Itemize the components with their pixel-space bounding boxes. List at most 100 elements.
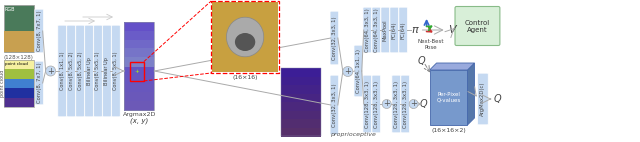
Bar bbox=[124, 40, 154, 49]
Bar bbox=[124, 31, 154, 40]
Text: Conv(8, 5x5, 1): Conv(8, 5x5, 1) bbox=[95, 52, 100, 90]
Bar bbox=[281, 68, 321, 136]
Bar bbox=[124, 92, 154, 102]
Text: Conv(8, 5x5, 2): Conv(8, 5x5, 2) bbox=[77, 52, 83, 90]
Text: Conv(128, 3x3, 1): Conv(128, 3x3, 1) bbox=[365, 80, 370, 128]
Bar bbox=[131, 62, 144, 81]
FancyBboxPatch shape bbox=[330, 75, 339, 135]
Bar bbox=[281, 68, 321, 77]
FancyBboxPatch shape bbox=[363, 7, 372, 53]
Bar bbox=[4, 88, 34, 98]
Bar bbox=[281, 102, 321, 111]
Text: Conv(64, 3x3, 1): Conv(64, 3x3, 1) bbox=[365, 8, 370, 52]
Bar bbox=[124, 22, 154, 31]
Text: (x, y): (x, y) bbox=[131, 118, 148, 125]
Bar bbox=[124, 22, 154, 31]
Text: V: V bbox=[449, 25, 456, 35]
FancyBboxPatch shape bbox=[35, 9, 44, 53]
Text: point cloud: point cloud bbox=[4, 62, 28, 66]
Bar bbox=[429, 70, 467, 125]
FancyBboxPatch shape bbox=[93, 25, 102, 117]
Bar bbox=[124, 57, 154, 66]
Text: (128×128): (128×128) bbox=[4, 55, 34, 60]
Bar bbox=[4, 60, 34, 69]
Text: Conv(64, 1x1, 1): Conv(64, 1x1, 1) bbox=[356, 49, 361, 93]
Text: Q: Q bbox=[420, 99, 428, 109]
FancyBboxPatch shape bbox=[102, 25, 111, 117]
Text: +: + bbox=[47, 66, 54, 76]
Text: +: + bbox=[410, 100, 417, 108]
FancyBboxPatch shape bbox=[67, 25, 76, 117]
Bar bbox=[124, 84, 154, 93]
Text: +: + bbox=[135, 69, 140, 74]
Bar bbox=[4, 98, 34, 107]
Text: Bilinear Up: Bilinear Up bbox=[104, 57, 109, 85]
FancyBboxPatch shape bbox=[372, 75, 381, 133]
Text: Q: Q bbox=[418, 56, 426, 66]
Bar bbox=[281, 85, 321, 94]
Bar bbox=[281, 119, 321, 128]
Text: MaxPool: MaxPool bbox=[383, 19, 388, 41]
Text: +: + bbox=[344, 67, 351, 76]
Bar bbox=[4, 69, 34, 79]
Bar bbox=[4, 60, 34, 107]
Text: Conv(128, 3x3, 1): Conv(128, 3x3, 1) bbox=[374, 80, 379, 128]
Bar bbox=[124, 48, 154, 58]
Bar bbox=[124, 101, 154, 110]
Ellipse shape bbox=[227, 17, 264, 57]
Text: Control
Agent: Control Agent bbox=[465, 19, 490, 33]
Text: π: π bbox=[412, 25, 418, 35]
Bar bbox=[124, 31, 154, 40]
Bar bbox=[124, 75, 154, 84]
Text: point cloud: point cloud bbox=[0, 70, 5, 97]
Circle shape bbox=[45, 66, 56, 76]
Bar bbox=[281, 110, 321, 120]
Bar bbox=[212, 2, 278, 72]
Bar bbox=[124, 66, 154, 75]
Bar bbox=[211, 1, 279, 73]
Text: Conv(8, 7x7, 1): Conv(8, 7x7, 1) bbox=[36, 63, 42, 103]
Text: Next-Best
Pose: Next-Best Pose bbox=[417, 39, 444, 50]
Text: (16×16×2): (16×16×2) bbox=[431, 128, 466, 133]
Text: Conv(128, 3x3, 1): Conv(128, 3x3, 1) bbox=[403, 80, 408, 128]
FancyBboxPatch shape bbox=[477, 73, 488, 125]
Text: FC(64): FC(64) bbox=[392, 21, 397, 39]
Bar bbox=[124, 48, 154, 58]
Polygon shape bbox=[467, 63, 474, 125]
Text: proprioceptive: proprioceptive bbox=[330, 132, 376, 137]
Text: Conv(32, 3x3, 1): Conv(32, 3x3, 1) bbox=[332, 16, 337, 60]
FancyBboxPatch shape bbox=[35, 61, 44, 105]
Circle shape bbox=[382, 100, 391, 108]
FancyBboxPatch shape bbox=[58, 25, 67, 117]
FancyBboxPatch shape bbox=[363, 75, 372, 133]
Bar bbox=[281, 93, 321, 103]
FancyBboxPatch shape bbox=[76, 25, 84, 117]
Text: Conv(8, 1x1, 1): Conv(8, 1x1, 1) bbox=[60, 52, 65, 90]
FancyBboxPatch shape bbox=[392, 75, 401, 133]
Ellipse shape bbox=[235, 33, 255, 51]
Bar bbox=[124, 57, 154, 66]
Text: Conv(128, 3x3, 1): Conv(128, 3x3, 1) bbox=[394, 80, 399, 128]
FancyBboxPatch shape bbox=[330, 11, 339, 65]
Text: Argmax2D: Argmax2D bbox=[123, 112, 156, 117]
Circle shape bbox=[343, 66, 353, 77]
Text: FC(64): FC(64) bbox=[401, 21, 406, 39]
Text: (16×16): (16×16) bbox=[232, 75, 258, 80]
Bar bbox=[281, 128, 321, 136]
Bar bbox=[124, 40, 154, 49]
Text: Per-Pixel
Q-values: Per-Pixel Q-values bbox=[436, 92, 461, 103]
FancyBboxPatch shape bbox=[390, 7, 399, 53]
FancyBboxPatch shape bbox=[372, 7, 381, 53]
Text: Conv(32, 3x3, 1): Conv(32, 3x3, 1) bbox=[332, 83, 337, 127]
FancyBboxPatch shape bbox=[354, 45, 363, 97]
Text: Q: Q bbox=[493, 94, 501, 104]
Text: Conv(8, 5x5, 1): Conv(8, 5x5, 1) bbox=[113, 52, 118, 90]
Text: RGB: RGB bbox=[4, 7, 15, 12]
Text: Conv(64, 3x3, 1): Conv(64, 3x3, 1) bbox=[374, 8, 379, 52]
Bar bbox=[4, 31, 34, 52]
Bar bbox=[4, 5, 34, 52]
FancyBboxPatch shape bbox=[381, 7, 390, 53]
Bar bbox=[281, 77, 321, 85]
Text: Conv(8, 5x5, 2): Conv(8, 5x5, 2) bbox=[68, 52, 74, 90]
FancyBboxPatch shape bbox=[84, 25, 93, 117]
